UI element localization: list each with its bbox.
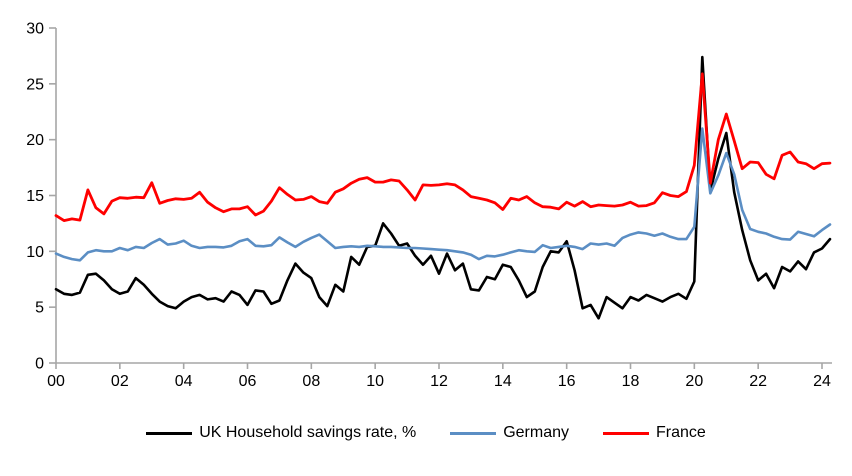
svg-text:08: 08 <box>302 373 320 390</box>
svg-text:10: 10 <box>366 373 384 390</box>
svg-text:10: 10 <box>26 244 44 261</box>
svg-text:14: 14 <box>494 373 512 390</box>
svg-text:18: 18 <box>622 373 640 390</box>
chart-legend: UK Household savings rate, % Germany Fra… <box>0 424 852 442</box>
legend-item-germany: Germany <box>450 424 569 442</box>
uk-legend-label: UK Household savings rate, % <box>199 424 417 441</box>
svg-text:02: 02 <box>111 373 129 390</box>
france-line-swatch <box>603 431 649 435</box>
uk-line-swatch <box>146 431 193 435</box>
france-legend-label: France <box>656 424 706 441</box>
svg-text:15: 15 <box>26 188 44 205</box>
svg-text:0: 0 <box>35 356 44 373</box>
svg-text:06: 06 <box>239 373 257 390</box>
svg-text:25: 25 <box>26 76 44 93</box>
savings-rate-line-chart: 0 5 10 15 20 25 30 00 02 04 06 08 10 12 14 16 18 20 22 24 <box>26 21 832 390</box>
svg-text:30: 30 <box>26 21 44 38</box>
germany-line-swatch <box>450 431 497 435</box>
svg-text:5: 5 <box>35 300 44 317</box>
svg-text:00: 00 <box>47 373 65 390</box>
svg-text:20: 20 <box>685 373 703 390</box>
germany-legend-label: Germany <box>503 424 569 441</box>
svg-text:24: 24 <box>813 373 831 390</box>
legend-item-uk: UK Household savings rate, % <box>146 424 416 442</box>
legend-item-france: France <box>603 424 706 442</box>
svg-text:12: 12 <box>430 373 448 390</box>
svg-text:16: 16 <box>558 373 576 390</box>
svg-text:20: 20 <box>26 132 44 149</box>
svg-text:04: 04 <box>175 373 193 390</box>
svg-text:22: 22 <box>749 373 767 390</box>
